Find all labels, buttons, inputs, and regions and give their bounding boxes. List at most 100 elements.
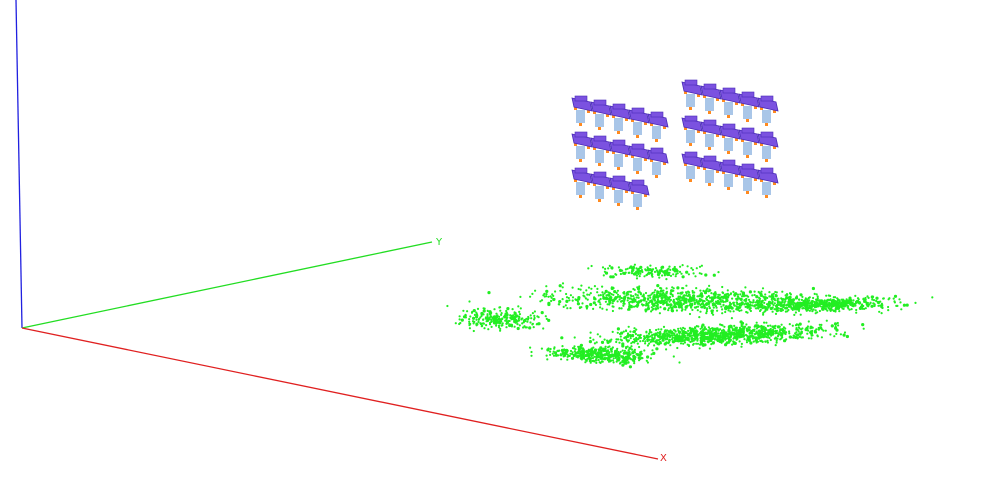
point — [603, 292, 606, 295]
connector-component — [757, 131, 779, 162]
point — [637, 356, 641, 360]
point — [642, 293, 645, 296]
point — [821, 300, 824, 303]
point — [569, 349, 573, 353]
point — [570, 356, 575, 360]
point — [534, 289, 537, 292]
point — [788, 295, 792, 299]
point — [858, 306, 863, 310]
point — [602, 274, 605, 277]
point — [898, 298, 901, 301]
point — [528, 326, 532, 330]
point — [468, 318, 471, 321]
point — [576, 300, 580, 303]
point — [501, 317, 504, 321]
point — [689, 305, 693, 308]
point — [770, 298, 773, 301]
point — [914, 301, 917, 304]
point — [848, 296, 852, 299]
point — [706, 295, 709, 299]
point — [702, 289, 705, 292]
point — [651, 269, 654, 272]
point — [500, 312, 503, 315]
point — [782, 303, 786, 306]
point — [675, 270, 678, 273]
point — [488, 310, 492, 314]
point — [558, 300, 562, 304]
point — [830, 324, 834, 328]
point — [794, 335, 798, 339]
point — [698, 347, 701, 350]
point — [811, 300, 814, 303]
point — [615, 291, 618, 294]
point — [552, 294, 555, 297]
point — [648, 268, 652, 271]
point — [855, 308, 858, 312]
point — [771, 293, 774, 296]
point — [676, 286, 680, 290]
point — [700, 298, 703, 301]
point — [893, 294, 898, 298]
point — [789, 303, 793, 306]
point — [712, 335, 715, 338]
point — [712, 306, 715, 309]
point — [677, 305, 682, 309]
point — [817, 326, 820, 330]
point — [732, 337, 735, 340]
point — [611, 276, 614, 279]
point — [691, 268, 695, 271]
point — [718, 301, 721, 304]
point — [638, 269, 642, 273]
point — [804, 304, 807, 307]
point — [628, 365, 633, 369]
point — [623, 362, 626, 365]
point — [629, 297, 632, 300]
point — [597, 358, 600, 362]
point — [871, 298, 874, 301]
point — [660, 299, 664, 302]
point — [824, 301, 827, 304]
point — [675, 306, 678, 309]
point — [668, 338, 671, 341]
point — [680, 304, 683, 307]
point — [592, 301, 596, 305]
point — [681, 336, 684, 339]
point — [674, 330, 677, 333]
connector-component — [700, 83, 722, 114]
point — [667, 307, 671, 310]
point — [662, 291, 665, 295]
point — [644, 308, 648, 312]
point — [591, 357, 595, 360]
point — [631, 268, 635, 272]
point — [499, 329, 502, 332]
point — [663, 307, 667, 311]
point — [589, 361, 592, 364]
point — [723, 293, 727, 297]
point — [899, 301, 902, 304]
coordinate-axes: Y X — [15, 0, 667, 464]
point — [545, 295, 548, 298]
point — [671, 340, 676, 344]
point — [616, 293, 620, 296]
point — [645, 359, 648, 362]
point — [608, 264, 611, 267]
point — [700, 338, 704, 342]
point — [575, 298, 578, 302]
point — [792, 305, 796, 308]
point — [775, 341, 778, 344]
point — [690, 340, 693, 343]
point — [603, 338, 606, 341]
point — [684, 336, 689, 340]
point — [787, 298, 791, 301]
point — [802, 304, 805, 307]
point — [730, 306, 734, 310]
point — [483, 307, 486, 310]
point — [683, 338, 687, 342]
point — [470, 311, 474, 314]
point — [660, 328, 663, 331]
point — [648, 294, 652, 297]
point — [605, 350, 609, 353]
point — [748, 290, 753, 294]
